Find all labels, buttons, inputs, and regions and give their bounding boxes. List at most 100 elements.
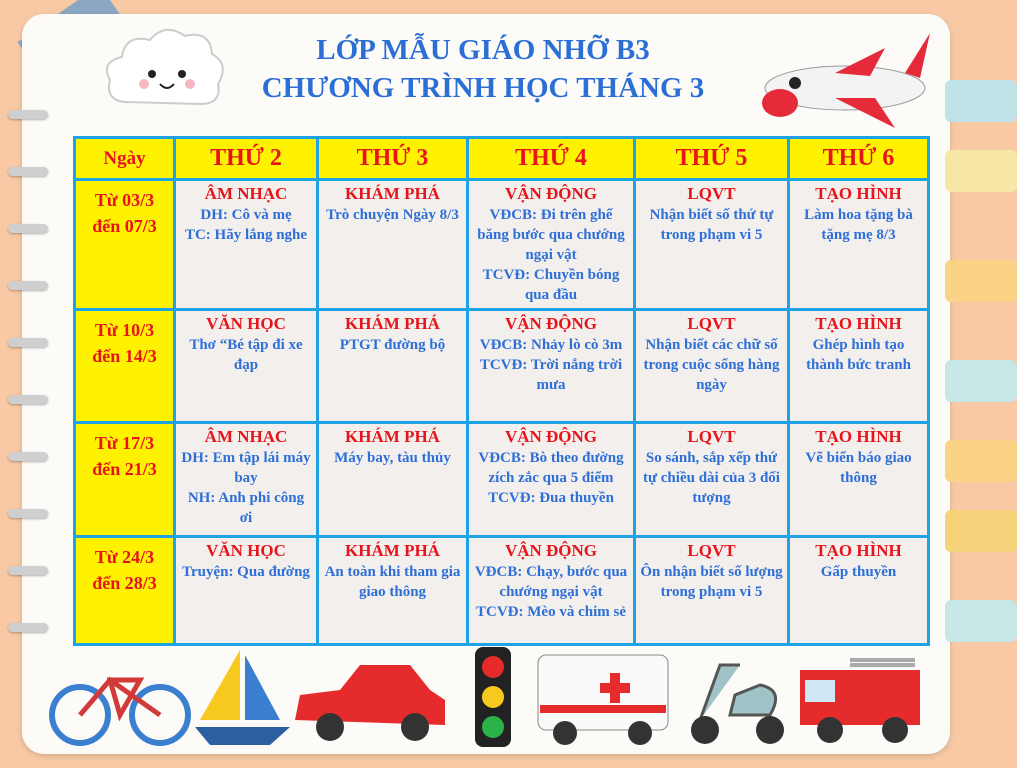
- subject-label: VẬN ĐỘNG: [504, 184, 598, 203]
- subject-label: KHÁM PHÁ: [345, 541, 440, 560]
- scooter-icon: [691, 663, 784, 744]
- activity-text: Trò chuyện Ngày 8/3: [326, 207, 459, 223]
- week-date-cell: Từ 03/3 đến 07/3: [73, 178, 176, 311]
- activity-cell: TẠO HÌNH Vẽ biển báo giao thông: [787, 421, 930, 538]
- week-row: Từ 24/3 đến 28/3 VĂN HỌC Truyện: Qua đường K…: [73, 535, 930, 646]
- airplane-icon: [762, 33, 930, 128]
- activity-text: Truyện: Qua đường: [182, 564, 310, 580]
- header-ngay: Ngày: [73, 136, 176, 181]
- subject-label: ÂM NHẠC: [204, 427, 288, 446]
- activity-text: VĐCB: Đi trên ghế băng bước qua chướng n…: [477, 207, 625, 263]
- activity-cell: KHÁM PHÁ Máy bay, tàu thủy: [316, 421, 469, 538]
- vehicle-illustrations: [49, 647, 920, 747]
- header-thu-2: THỨ 2: [173, 136, 319, 181]
- activity-text: Vẽ biển báo giao thông: [805, 450, 912, 486]
- week-row: Từ 17/3 đến 21/3 ÂM NHẠC DH: Em tập lái máy…: [73, 421, 930, 538]
- activity-text: Nhận biết các chữ số trong cuộc sống hàn…: [643, 337, 780, 393]
- activity-text: TCVĐ: Chuyền bóng qua đầu: [482, 267, 620, 303]
- subject-label: TẠO HÌNH: [815, 427, 902, 446]
- activity-text: TCVĐ: Mèo và chim sẻ: [476, 604, 626, 620]
- sailboat-icon: [195, 650, 290, 745]
- activity-cell: VẬN ĐỘNG VĐCB: Bò theo đường zích zắc qua…: [466, 421, 636, 538]
- subject-label: VẬN ĐỘNG: [504, 541, 598, 560]
- ambulance-icon: [537, 654, 669, 745]
- activity-text: Thơ “Bé tập đi xe đạp: [189, 337, 303, 373]
- subject-label: KHÁM PHÁ: [345, 184, 440, 203]
- week-date-line: Từ 24/3: [94, 547, 155, 567]
- subject-label: LQVT: [687, 541, 736, 560]
- subject-label: ÂM NHẠC: [204, 184, 288, 203]
- week-row: Từ 03/3 đến 07/3 ÂM NHẠC DH: Cô và mẹ TC: Hã…: [73, 178, 930, 311]
- activity-text: Ghép hình tạo thành bức tranh: [806, 337, 911, 373]
- binder-ring: [8, 452, 48, 461]
- week-date-line: đến 28/3: [92, 573, 157, 593]
- week-date-line: Từ 10/3: [94, 320, 155, 340]
- cloud-icon: [106, 29, 224, 106]
- week-date-line: Từ 17/3: [94, 433, 155, 453]
- subject-label: KHÁM PHÁ: [345, 427, 440, 446]
- activity-cell: TẠO HÌNH Làm hoa tặng bà tặng mẹ 8/3: [787, 178, 930, 311]
- activity-cell: VẬN ĐỘNG VĐCB: Chạy, bước qua chướng ngại…: [466, 535, 636, 646]
- subject-label: VĂN HỌC: [206, 541, 286, 560]
- bicycle-icon: [49, 676, 191, 746]
- activity-text: Làm hoa tặng bà tặng mẹ 8/3: [804, 207, 913, 243]
- subject-label: LQVT: [687, 184, 736, 203]
- header-thu-6: THỨ 6: [787, 136, 930, 181]
- activity-cell: VẬN ĐỘNG VĐCB: Đi trên ghế băng bước qua …: [466, 178, 636, 311]
- activity-text: VĐCB: Bò theo đường zích zắc qua 5 điểm: [478, 450, 624, 486]
- activity-cell: VẬN ĐỘNG VĐCB: Nhảy lò cò 3m TCVĐ: Trời nắ…: [466, 308, 636, 424]
- week-date-line: đến 07/3: [92, 216, 157, 236]
- activity-cell: LQVT Nhận biết số thứ tự trong phạm vi 5: [633, 178, 790, 311]
- title-line-1: LỚP MẪU GIÁO NHỠ B3: [316, 34, 650, 66]
- activity-cell: TẠO HÌNH Gấp thuyền: [787, 535, 930, 646]
- activity-text: TCVĐ: Trời nắng trời mưa: [479, 357, 623, 393]
- activity-text: DH: Cô và mẹ: [200, 207, 292, 223]
- car-icon: [295, 665, 445, 741]
- subject-label: TẠO HÌNH: [815, 184, 902, 203]
- activity-text: PTGT đường bộ: [339, 337, 446, 353]
- activity-text: TCVĐ: Đua thuyền: [488, 490, 614, 506]
- binder-ring: [8, 167, 48, 176]
- binder-ring: [8, 224, 48, 233]
- week-date-line: Từ 03/3: [94, 190, 155, 210]
- subject-label: VẬN ĐỘNG: [504, 314, 598, 333]
- activity-cell: VĂN HỌC Thơ “Bé tập đi xe đạp: [173, 308, 319, 424]
- activity-cell: KHÁM PHÁ An toàn khi tham gia giao thông: [316, 535, 469, 646]
- subject-label: VĂN HỌC: [206, 314, 286, 333]
- subject-label: KHÁM PHÁ: [345, 314, 440, 333]
- header-thu-3: THỨ 3: [316, 136, 469, 181]
- binder-ring: [8, 281, 48, 290]
- week-date-cell: Từ 10/3 đến 14/3: [73, 308, 176, 424]
- activity-cell: LQVT Nhận biết các chữ số trong cuộc sống…: [633, 308, 790, 424]
- activity-text: TC: Hãy lắng nghe: [184, 227, 308, 243]
- week-row: Từ 10/3 đến 14/3 VĂN HỌC Thơ “Bé tập đi xe …: [73, 308, 930, 424]
- activity-cell: LQVT So sánh, sắp xếp thứ tự chiều dài củ…: [633, 421, 790, 538]
- binder-ring: [8, 395, 48, 404]
- activity-cell: ÂM NHẠC DH: Cô và mẹ TC: Hãy lắng nghe: [173, 178, 319, 311]
- activity-text: Ôn nhận biết số lượng trong phạm vi 5: [640, 564, 783, 600]
- activity-text: Gấp thuyền: [820, 564, 897, 580]
- binder-ring: [8, 110, 48, 119]
- activity-cell: KHÁM PHÁ PTGT đường bộ: [316, 308, 469, 424]
- subject-label: LQVT: [687, 314, 736, 333]
- activity-text: Máy bay, tàu thủy: [334, 450, 451, 466]
- week-date-line: đến 21/3: [92, 459, 157, 479]
- week-date-cell: Từ 17/3 đến 21/3: [73, 421, 176, 538]
- activity-cell: TẠO HÌNH Ghép hình tạo thành bức tranh: [787, 308, 930, 424]
- activity-text: So sánh, sắp xếp thứ tự chiều dài của 3 …: [643, 450, 780, 506]
- binder-ring: [8, 509, 48, 518]
- traffic-light-icon: [475, 647, 511, 747]
- title-line-2: CHƯƠNG TRÌNH HỌC THÁNG 3: [261, 72, 705, 104]
- subject-label: LQVT: [687, 427, 736, 446]
- week-date-line: đến 14/3: [92, 346, 157, 366]
- binder-ring: [8, 623, 48, 632]
- schedule-table: Ngày THỨ 2 THỨ 3 THỨ 4 THỨ 5 THỨ 6 Từ 03/3 đến…: [73, 136, 930, 646]
- binder-ring: [8, 338, 48, 347]
- activity-text: An toàn khi tham gia giao thông: [324, 564, 461, 600]
- activity-cell: VĂN HỌC Truyện: Qua đường: [173, 535, 319, 646]
- header-thu-4: THỨ 4: [466, 136, 636, 181]
- activity-cell: LQVT Ôn nhận biết số lượng trong phạm vi …: [633, 535, 790, 646]
- subject-label: VẬN ĐỘNG: [504, 427, 598, 446]
- activity-text: Nhận biết số thứ tự trong phạm vi 5: [649, 207, 774, 243]
- activity-cell: ÂM NHẠC DH: Em tập lái máy bay NH: Anh phi…: [173, 421, 319, 538]
